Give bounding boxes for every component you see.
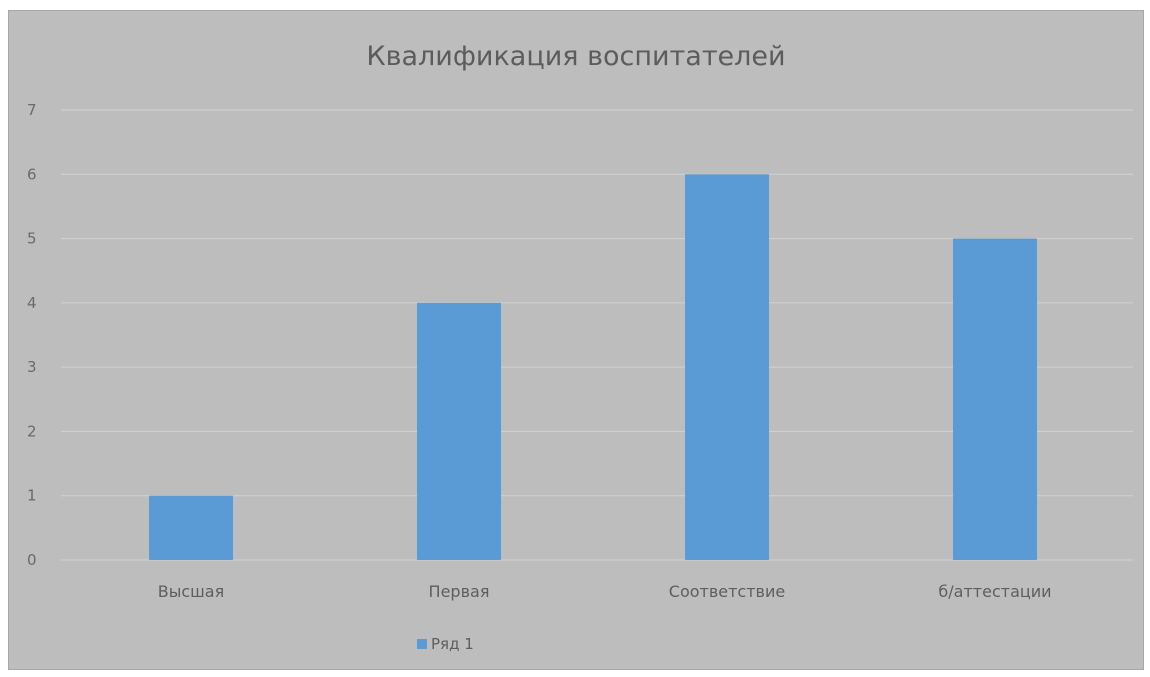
y-tick-label: 5 [27, 230, 37, 248]
y-tick-label: 1 [27, 487, 37, 505]
x-category-label: Соответствие [669, 582, 785, 601]
bar-3 [953, 238, 1037, 561]
x-category-label: Первая [429, 582, 490, 601]
bar-2 [685, 174, 769, 561]
bars [149, 174, 1037, 561]
y-tick-label: 6 [27, 165, 37, 183]
x-axis-categories: Высшая Первая Соответствие б/аттестации [158, 582, 1052, 601]
x-category-label: Высшая [158, 582, 224, 601]
gridlines [61, 109, 1133, 561]
chart-title: Квалификация воспитателей [366, 41, 786, 72]
y-tick-label: 4 [27, 294, 37, 312]
bar-chart: 0 1 2 3 4 5 6 7 Высшая Первая Соответствие б/аттес… [27, 101, 1133, 601]
bar-1 [417, 302, 501, 560]
bar-0 [149, 495, 233, 560]
chart-frame: Квалификация воспитателей 0 1 2 3 4 5 6 7 Высша… [8, 10, 1144, 670]
legend-swatch [417, 639, 427, 649]
legend: Ряд 1 [417, 635, 474, 653]
x-category-label: б/аттестации [938, 582, 1051, 601]
y-tick-label: 7 [27, 101, 37, 119]
legend-label: Ряд 1 [431, 635, 474, 653]
y-axis-ticks: 0 1 2 3 4 5 6 7 [27, 101, 37, 569]
y-tick-label: 0 [27, 551, 37, 569]
y-tick-label: 2 [27, 422, 37, 440]
y-tick-label: 3 [27, 358, 37, 376]
